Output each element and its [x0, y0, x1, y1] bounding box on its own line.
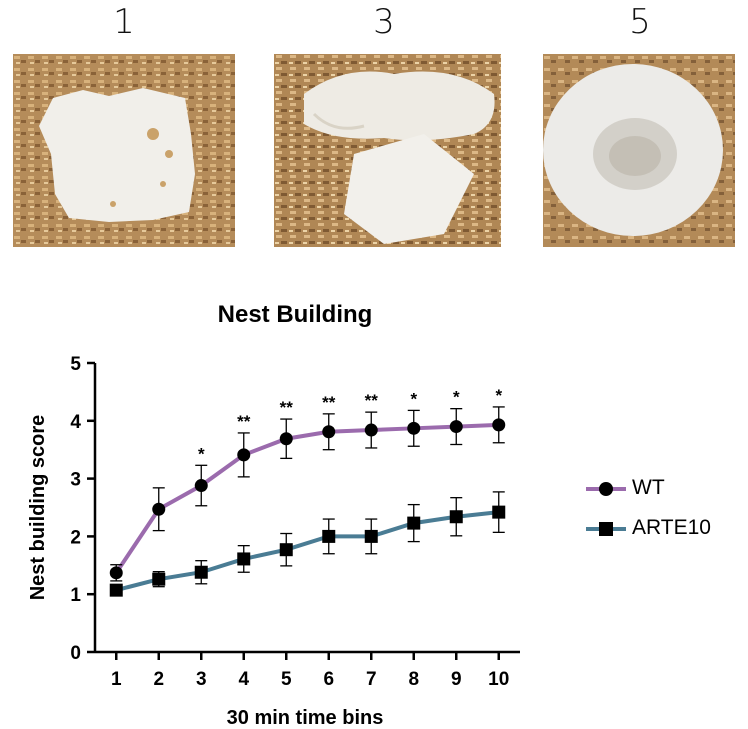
nest-photo-score-3 — [274, 54, 501, 247]
y-tick-label: 2 — [70, 527, 81, 548]
data-point-wt — [492, 418, 506, 432]
data-point-arte10 — [109, 583, 123, 597]
x-axis-label: 30 min time bins — [227, 707, 384, 729]
chart-title: Nest Building — [217, 301, 373, 328]
x-tick-label: 3 — [196, 669, 207, 690]
legend-item-arte10: ARTE10 — [584, 513, 748, 553]
data-point-arte10 — [194, 565, 208, 579]
y-tick-label: 0 — [70, 643, 81, 664]
x-tick-label: 2 — [153, 669, 164, 690]
series-line-arte10 — [115, 510, 499, 593]
data-point-wt — [407, 421, 421, 435]
x-tick-label: 1 — [111, 669, 122, 690]
legend-label-wt: WT — [632, 476, 665, 499]
nest-building-chart: 0 1 2 3 4 5 1 2 3 4 5 6 7 8 9 10 30 min time bins Nest bu… — [27, 354, 520, 729]
data-point-wt — [152, 502, 166, 516]
data-point-wt — [109, 566, 123, 580]
significance-label: ** — [237, 412, 251, 431]
data-point-arte10 — [449, 510, 463, 524]
y-tick-label: 4 — [70, 412, 81, 433]
y-tick-label: 1 — [70, 585, 81, 606]
significance-label: * — [198, 444, 205, 463]
x-tick-label: 10 — [488, 669, 509, 690]
data-point-arte10 — [407, 516, 421, 530]
data-point-arte10 — [279, 543, 293, 557]
panel-label-1: 1 — [113, 2, 135, 42]
data-point-arte10 — [492, 505, 506, 519]
data-point-arte10 — [322, 529, 336, 543]
legend-item-wt: WT — [584, 473, 748, 513]
x-tick-label: 7 — [366, 669, 377, 690]
significance-label: ** — [322, 393, 336, 412]
significance-label: * — [453, 388, 460, 407]
y-tick-label: 5 — [70, 354, 81, 375]
data-point-wt — [364, 423, 378, 437]
legend-label-arte10: ARTE10 — [632, 516, 711, 539]
series-line-wt — [114, 422, 499, 574]
x-tick-label: 4 — [238, 669, 249, 690]
significance-label: ** — [280, 398, 294, 417]
significance-label: * — [495, 386, 502, 405]
x-tick-label: 6 — [323, 669, 334, 690]
chart-legend: WT ARTE10 — [584, 473, 748, 553]
data-point-wt — [279, 432, 293, 446]
y-tick-label: 3 — [70, 470, 81, 491]
data-point-wt — [449, 420, 463, 434]
panel-label-5: 5 — [629, 2, 651, 42]
significance-label: * — [410, 389, 417, 408]
x-tick-label: 9 — [451, 669, 462, 690]
data-point-arte10 — [237, 552, 251, 566]
nest-photo-score-5 — [543, 54, 735, 247]
panel-label-3: 3 — [373, 2, 395, 42]
data-point-wt — [237, 448, 251, 462]
data-point-wt — [194, 479, 208, 493]
x-tick-label: 8 — [408, 669, 419, 690]
y-axis-label: Nest building score — [27, 415, 49, 601]
nest-photo-score-1 — [13, 54, 235, 247]
significance-label: ** — [365, 391, 379, 410]
data-point-arte10 — [364, 529, 378, 543]
x-tick-label: 5 — [281, 669, 292, 690]
data-point-wt — [322, 425, 336, 439]
data-point-arte10 — [152, 572, 166, 586]
